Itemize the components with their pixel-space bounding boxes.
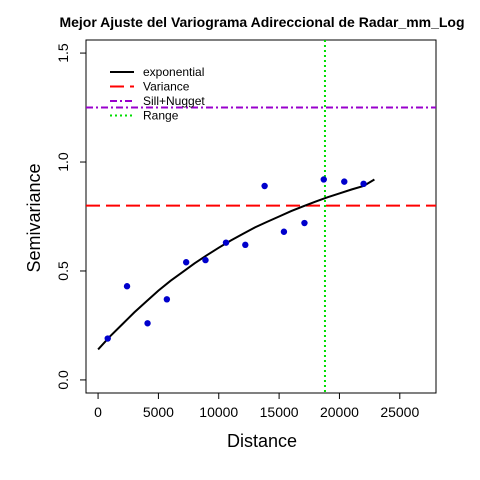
data-point xyxy=(123,283,131,290)
y-axis: 0.0 0.5 1.0 1.5 xyxy=(55,43,87,390)
legend-label: Variance xyxy=(143,80,190,94)
y-tick-label: 1.5 xyxy=(55,43,71,63)
curve-exponential xyxy=(97,178,375,351)
plot-frame xyxy=(85,39,437,394)
y-tick-label: 0.5 xyxy=(55,261,71,281)
legend-label: exponential xyxy=(143,65,204,79)
legend-label: Sill+Nugget xyxy=(143,94,205,108)
data-point xyxy=(301,219,308,227)
data-point xyxy=(242,241,249,249)
data-points xyxy=(104,176,367,342)
data-point xyxy=(360,180,367,188)
x-axis-title: Distance xyxy=(227,431,297,451)
x-axis: 0 5000 10000 15000 20000 25000 xyxy=(94,392,419,420)
x-tick-label: 0 xyxy=(94,404,102,420)
data-point xyxy=(144,320,151,327)
chart-title: Mejor Ajuste del Variograma Adireccional… xyxy=(59,14,464,30)
fitted-curves xyxy=(97,178,375,351)
x-tick-label: 20000 xyxy=(320,404,359,420)
legend-label: Range xyxy=(143,109,179,123)
y-tick-label: 0.0 xyxy=(55,370,71,390)
data-point xyxy=(163,296,171,303)
y-tick-label: 1.0 xyxy=(55,152,71,172)
x-tick-label: 10000 xyxy=(199,404,238,420)
reference-lines xyxy=(86,40,436,393)
data-point xyxy=(104,335,111,342)
y-axis-title: Semivariance xyxy=(24,163,44,272)
data-point xyxy=(222,239,230,246)
x-tick-label: 15000 xyxy=(260,404,299,420)
data-point xyxy=(341,178,348,185)
data-point xyxy=(320,176,327,183)
data-point xyxy=(261,182,268,190)
x-tick-label: 5000 xyxy=(143,404,174,420)
x-tick-label: 25000 xyxy=(380,404,419,420)
data-point xyxy=(182,259,190,266)
data-point xyxy=(280,228,288,235)
data-point xyxy=(202,256,209,264)
